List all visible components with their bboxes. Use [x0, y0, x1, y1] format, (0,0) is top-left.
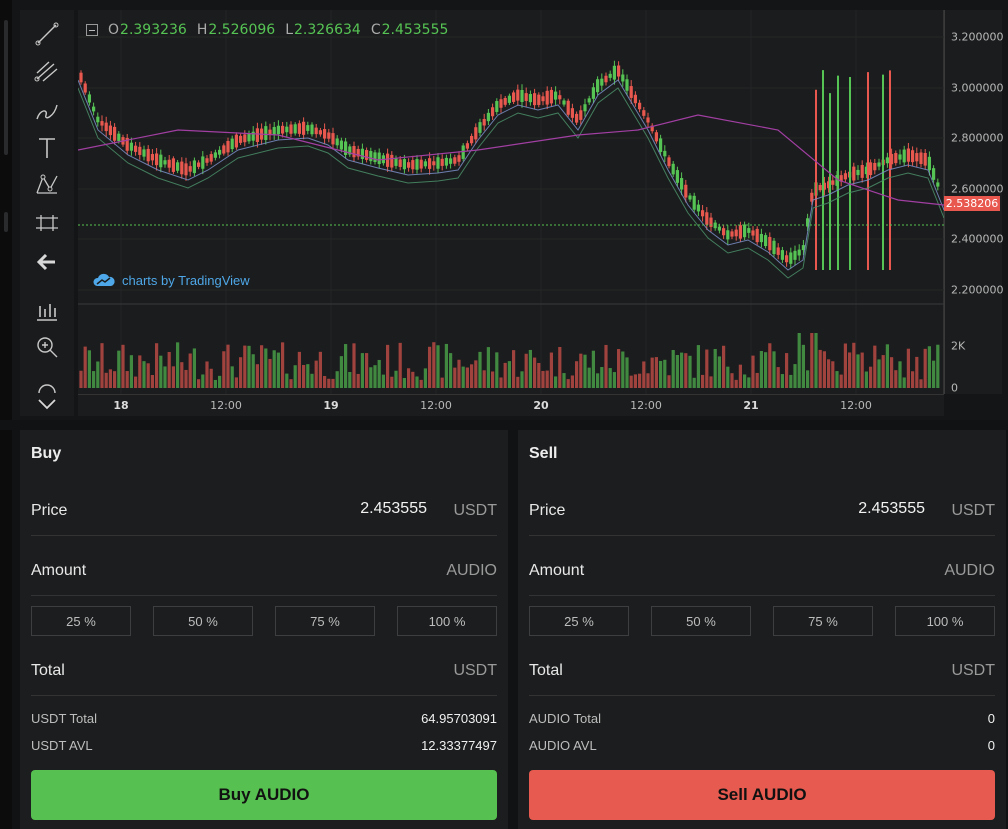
sell-panel: Sell Price 2.453555 USDT Amount AUDIO 25…	[518, 430, 1006, 829]
total-unit: USDT	[453, 662, 497, 679]
volume-tick: 0	[951, 381, 958, 395]
buy-pct-25-button[interactable]: 25 %	[31, 606, 131, 636]
time-axis[interactable]: 18 12:00 19 12:00 20 12:00 21 12:00	[78, 394, 944, 416]
sell-pct-100-button[interactable]: 100 %	[895, 606, 995, 636]
ohlc-legend: O2.393236 H2.526096 L2.326634 C2.453555	[86, 22, 448, 38]
buy-title: Buy	[31, 445, 62, 462]
time-tick: 20	[533, 399, 549, 412]
back-arrow-icon[interactable]	[33, 248, 61, 276]
left-scroll-strip	[0, 0, 12, 420]
buy-submit-button[interactable]: Buy AUDIO	[31, 770, 497, 820]
buy-pct-75-button[interactable]: 75 %	[275, 606, 375, 636]
price-unit: USDT	[951, 502, 995, 519]
close-key: C	[370, 22, 381, 38]
time-tick: 12:00	[420, 399, 452, 412]
tradingview-attribution[interactable]: charts by TradingView	[92, 272, 250, 288]
buy-stat-avl: USDT AVL 12.33377497	[31, 738, 497, 756]
buy-pct-100-button[interactable]: 100 %	[397, 606, 497, 636]
price-label: Price	[529, 502, 566, 519]
price-label: Price	[31, 502, 68, 519]
high-key: H	[196, 22, 208, 38]
left-scroll-strip-lower	[0, 430, 12, 829]
open-value: 2.393236	[120, 22, 187, 38]
stat-label: USDT AVL	[31, 738, 93, 753]
low-value: 2.326634	[294, 22, 361, 38]
sell-submit-button[interactable]: Sell AUDIO	[529, 770, 995, 820]
zoom-icon[interactable]	[33, 333, 61, 361]
stat-value: 0	[987, 711, 995, 726]
time-tick: 21	[743, 399, 759, 412]
time-tick: 18	[113, 399, 129, 412]
sell-pct-25-button[interactable]: 25 %	[529, 606, 629, 636]
sell-total-row[interactable]: Total USDT	[529, 660, 995, 696]
amount-unit: AUDIO	[944, 562, 995, 579]
total-label: Total	[31, 662, 65, 679]
sell-price-input[interactable]: 2.453555	[858, 500, 925, 517]
stat-label: AUDIO Total	[529, 711, 602, 726]
buy-price-input[interactable]: 2.453555	[360, 500, 427, 517]
trading-chart[interactable]: O2.393236 H2.526096 L2.326634 C2.453555 …	[0, 0, 1008, 420]
buy-pct-50-button[interactable]: 50 %	[153, 606, 253, 636]
tradingview-cloud-icon	[93, 273, 115, 286]
buy-total-row[interactable]: Total USDT	[31, 660, 497, 696]
price-tick: 2.800000	[951, 131, 1004, 145]
price-tick: 3.000000	[951, 81, 1004, 95]
drawing-toolbar	[20, 10, 74, 416]
sell-price-row[interactable]: Price 2.453555 USDT	[529, 500, 995, 536]
price-tick: 2.400000	[951, 232, 1004, 246]
price-plot[interactable]	[78, 10, 944, 394]
sell-stat-total: AUDIO Total 0	[529, 711, 995, 729]
price-tick: 2.600000	[951, 182, 1004, 196]
pitchfork-icon[interactable]	[33, 57, 61, 85]
buy-panel: Buy Price 2.453555 USDT Amount AUDIO 25 …	[20, 430, 508, 829]
buy-stat-total: USDT Total 64.95703091	[31, 711, 497, 729]
price-unit: USDT	[453, 502, 497, 519]
trend-line-icon[interactable]	[33, 20, 61, 48]
low-key: L	[285, 22, 293, 38]
amount-label: Amount	[529, 562, 585, 579]
sell-percent-buttons: 25 % 50 % 75 % 100 %	[529, 606, 995, 636]
collapse-legend-icon[interactable]	[86, 24, 98, 36]
sell-amount-row[interactable]: Amount AUDIO	[529, 560, 995, 596]
price-tick: 2.200000	[951, 283, 1004, 297]
chevron-down-icon[interactable]	[33, 390, 61, 418]
amount-unit: AUDIO	[446, 562, 497, 579]
volume-tick: 2K	[951, 339, 966, 353]
buy-amount-row[interactable]: Amount AUDIO	[31, 560, 497, 596]
stat-value: 64.95703091	[421, 711, 497, 726]
sell-pct-50-button[interactable]: 50 %	[651, 606, 751, 636]
time-tick: 19	[323, 399, 339, 412]
sell-pct-75-button[interactable]: 75 %	[773, 606, 873, 636]
stat-value: 0	[987, 738, 995, 753]
tradingview-label: charts by TradingView	[122, 272, 250, 288]
last-price-tag: 2.538206	[944, 196, 1000, 211]
time-tick: 12:00	[840, 399, 872, 412]
amount-label: Amount	[31, 562, 87, 579]
pattern-icon[interactable]	[33, 171, 61, 199]
stat-label: USDT Total	[31, 711, 97, 726]
total-unit: USDT	[951, 662, 995, 679]
open-key: O	[108, 22, 120, 38]
time-tick: 12:00	[210, 399, 242, 412]
stat-label: AUDIO AVL	[529, 738, 597, 753]
high-value: 2.526096	[208, 22, 276, 38]
sell-stat-avl: AUDIO AVL 0	[529, 738, 995, 756]
panel-divider	[508, 430, 518, 829]
sell-title: Sell	[529, 445, 558, 462]
buy-price-row[interactable]: Price 2.453555 USDT	[31, 500, 497, 536]
chart-type-icon[interactable]	[33, 297, 61, 325]
measure-icon[interactable]	[33, 209, 61, 237]
price-tick: 3.200000	[951, 30, 1004, 44]
text-icon[interactable]	[33, 134, 61, 162]
time-tick: 12:00	[630, 399, 662, 412]
brush-icon[interactable]	[33, 96, 61, 124]
total-label: Total	[529, 662, 563, 679]
close-value: 2.453555	[381, 22, 449, 38]
magnet-icon[interactable]	[33, 378, 61, 406]
stat-value: 12.33377497	[421, 738, 497, 753]
buy-percent-buttons: 25 % 50 % 75 % 100 %	[31, 606, 497, 636]
